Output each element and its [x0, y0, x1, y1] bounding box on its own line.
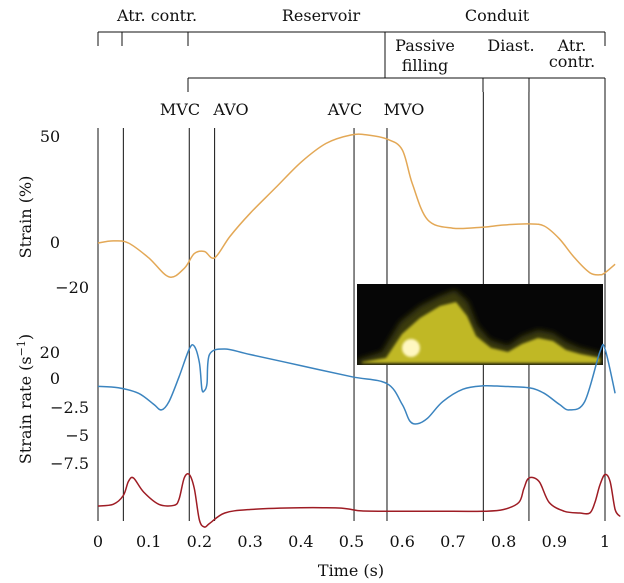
third-curve [97, 473, 621, 528]
x-tick-label: 0.5 [339, 532, 364, 551]
phase-label-conduit: Conduit [465, 6, 530, 25]
x-tick-label: 1 [600, 532, 610, 551]
x-tick-label: 0.4 [288, 532, 313, 551]
x-tick-label: 0.2 [187, 532, 212, 551]
inset-core [362, 302, 600, 363]
x-tick-label: 0.7 [440, 532, 465, 551]
event-label-avc: AVC [327, 100, 363, 119]
event-label-avo: AVO [212, 100, 248, 119]
x-tick-label: 0.3 [237, 532, 262, 551]
rate-tick-0: 0 [50, 369, 60, 388]
curves [97, 133, 621, 528]
phase-label-passive: Passive [395, 36, 455, 55]
rate-tick-minus2-5: −2.5 [50, 398, 89, 417]
x-tick-label: 0.8 [491, 532, 516, 551]
x-axis-ticks: 0 0.1 0.2 0.3 0.4 0.5 0.6 0.7 0.8 0.9 1 [93, 532, 610, 551]
rate-tick-20: 20 [40, 343, 60, 362]
x-tick-label: 0 [93, 532, 103, 551]
strain-ylabel: Strain (%) [16, 176, 35, 259]
rate-tick-minus7-5: −7.5 [50, 454, 89, 473]
inset-bright-spot [402, 339, 420, 357]
x-tick-label: 0.1 [136, 532, 161, 551]
x-tick-label: 0.9 [542, 532, 567, 551]
speckle-tracking-inset [357, 284, 603, 365]
phase-label-atr: Atr. [557, 36, 587, 55]
strain-curve [97, 133, 616, 278]
rate-tick-minus5: −5 [65, 426, 89, 445]
x-axis-label: Time (s) [318, 561, 384, 580]
event-label-mvo: MVO [384, 100, 425, 119]
strain-tick-0: 0 [50, 233, 60, 252]
x-tick-label: 0.6 [389, 532, 414, 551]
strain-rate-ylabel-exponent: −1 [15, 340, 28, 356]
event-label-mvc: MVC [160, 100, 200, 119]
strain_rate-curve [97, 343, 616, 425]
strain-rate-ylabel: Strain rate (s−1) [15, 334, 35, 464]
phase-bracket-sub [187, 46, 606, 92]
phase-label-atr-contr: Atr. contr. [116, 6, 197, 25]
phase-label-filling: filling [402, 56, 449, 75]
strain-tick-50: 50 [40, 127, 60, 146]
strain-tick-minus20: −20 [55, 278, 89, 297]
phase-label-reservoir: Reservoir [282, 6, 361, 25]
phase-bracket-top [97, 31, 606, 46]
phase-label-contr: contr. [549, 52, 595, 71]
phase-label-diast: Diast. [487, 36, 534, 55]
